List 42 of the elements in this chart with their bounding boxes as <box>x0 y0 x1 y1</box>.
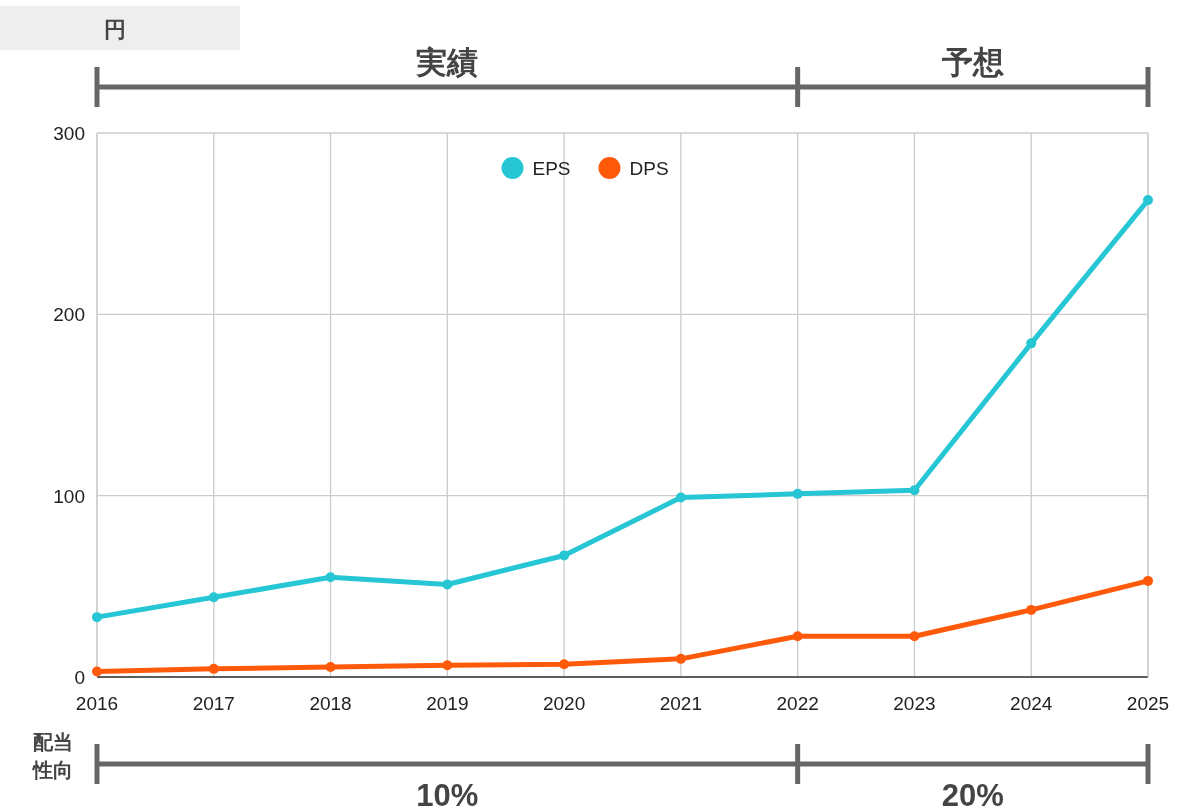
x-tick-label: 2020 <box>542 693 586 714</box>
point <box>675 492 686 503</box>
x-tick-label: 2022 <box>776 693 819 714</box>
x-tick-label: 2021 <box>659 693 703 714</box>
y-tick-label: 100 <box>53 485 85 507</box>
point <box>559 659 570 670</box>
x-tick-label: 2016 <box>75 693 119 714</box>
point <box>208 592 219 603</box>
point <box>1143 195 1153 206</box>
y-tick-label: 200 <box>53 304 85 326</box>
legend-label: DPS <box>629 158 669 179</box>
point <box>559 550 570 561</box>
x-tick-label: 2017 <box>192 693 235 714</box>
point <box>92 666 102 677</box>
text: 10% <box>416 778 479 809</box>
legend-label: EPS <box>532 158 571 179</box>
x-tick-label: 2018 <box>309 693 352 714</box>
point <box>675 653 686 664</box>
point <box>792 631 803 642</box>
y-tick-label: 0 <box>74 667 85 688</box>
x-tick-label: 2025 <box>1126 693 1170 714</box>
point <box>1026 338 1037 349</box>
point <box>792 488 803 499</box>
point <box>442 660 453 671</box>
text: 20% <box>941 778 1004 809</box>
point <box>325 662 336 673</box>
text: 配当性向 <box>31 731 73 781</box>
x-tick-label: 2019 <box>426 693 469 714</box>
point <box>909 485 920 496</box>
text: 実績 <box>415 45 479 80</box>
y-axis-title: 円 <box>104 17 126 42</box>
point <box>325 572 336 583</box>
point <box>1143 575 1153 586</box>
point <box>442 579 453 590</box>
text: 予想 <box>940 45 1004 80</box>
x-tick-label: 2023 <box>893 693 936 714</box>
point <box>208 663 219 674</box>
y-tick-label: 300 <box>53 123 85 144</box>
point <box>1026 604 1037 615</box>
point <box>92 612 102 623</box>
x-tick-label: 2024 <box>1010 693 1053 714</box>
point <box>909 631 920 642</box>
